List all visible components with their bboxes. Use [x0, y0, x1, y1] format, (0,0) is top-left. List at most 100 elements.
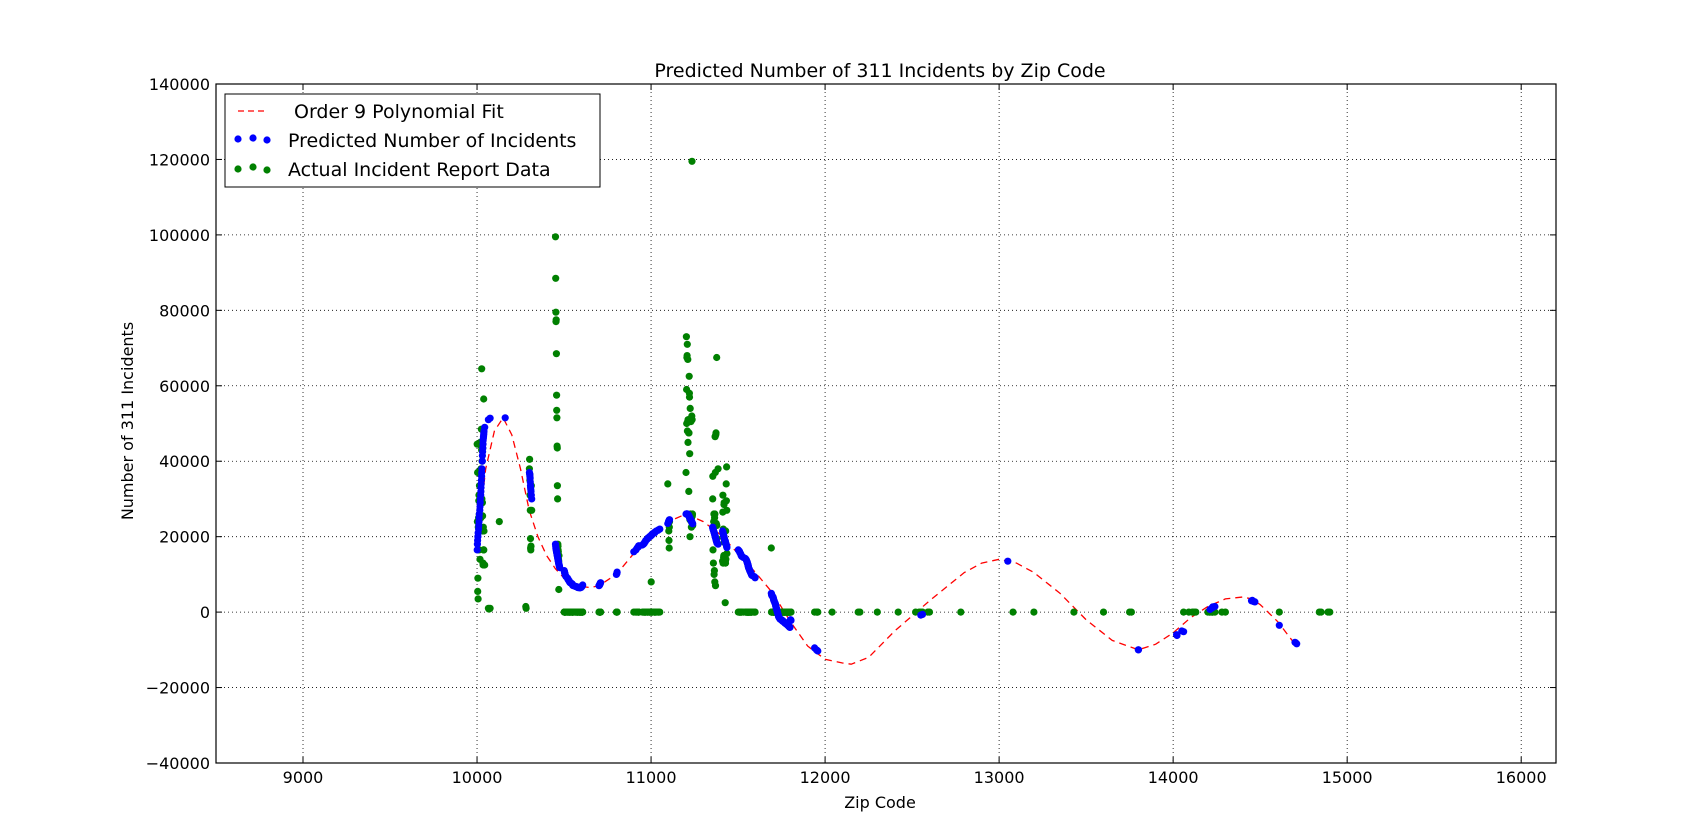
y-axis-label: Number of 311 Incidents [118, 322, 137, 520]
actual-data-point [553, 482, 562, 490]
legend-label-actual: Actual Incident Report Data [288, 159, 551, 181]
actual-data-point [828, 608, 836, 616]
y-tick-label: 20000 [159, 528, 210, 547]
actual-data-point [597, 608, 605, 616]
actual-data-point [553, 414, 561, 422]
actual-data-point [856, 608, 864, 616]
actual-data-point [894, 608, 902, 616]
actual-data-point [688, 157, 696, 165]
predicted-data-point [1134, 646, 1143, 654]
predicted-data-point [1173, 631, 1181, 640]
actual-data-point [478, 365, 486, 373]
predicted-data-point [787, 616, 795, 625]
actual-data-point [685, 487, 693, 495]
actual-data-point [551, 233, 560, 241]
actual-data-point [722, 480, 730, 488]
x-axis-ticks: 9000 10000 11000 12000 13000 14000 15000 16000 [283, 84, 1547, 787]
actual-data-point [474, 574, 482, 582]
actual-data-point [751, 608, 759, 616]
actual-data-point [1009, 608, 1017, 616]
fit-series [476, 416, 1299, 665]
predicted-data-point [751, 574, 759, 582]
predicted-data-point [579, 581, 587, 589]
predicted-data-point [918, 610, 927, 619]
actual-data-point [685, 393, 694, 401]
actual-data-point [714, 465, 722, 473]
predicted-data-point [714, 540, 722, 548]
y-tick-label: 100000 [149, 226, 210, 245]
predicted-data-point [473, 546, 481, 554]
actual-data-point [722, 497, 731, 505]
legend-actual-swatch-dot [234, 165, 242, 173]
actual-data-point [686, 450, 694, 458]
actual-data-point [719, 491, 727, 499]
actual-data-point [685, 429, 693, 437]
actual-data-point [684, 438, 692, 446]
legend-box [224, 93, 601, 188]
actual-data-point [495, 518, 503, 526]
actual-data-point [686, 533, 694, 541]
actual-data-point [481, 561, 489, 569]
x-tick-label: 14000 [1148, 768, 1199, 787]
actual-data-point [683, 340, 691, 348]
actual-data-point [684, 355, 692, 363]
actual-data-point [711, 582, 720, 590]
actual-data-point [480, 527, 488, 535]
y-tick-label: −40000 [146, 754, 210, 773]
plot-frame [215, 83, 1557, 764]
legend: Order 9 Polynomial Fit Predicted Number … [224, 93, 601, 188]
y-tick-label: −20000 [146, 679, 210, 698]
actual-data-point [474, 595, 482, 603]
y-tick-label: 0 [200, 603, 210, 622]
actual-data-point [767, 544, 775, 552]
actual-data-point [711, 510, 719, 518]
x-tick-label: 13000 [974, 768, 1025, 787]
predicted-data-point [786, 623, 794, 632]
predicted-data-point [1180, 628, 1188, 636]
actual-data-point [526, 535, 535, 543]
actual-data-point [721, 599, 729, 607]
actual-data-point [682, 468, 690, 477]
y-tick-label: 140000 [149, 75, 210, 94]
legend-predicted-swatch-dot [234, 135, 242, 143]
predicted-data-point [501, 414, 509, 422]
predicted-data-point [689, 520, 697, 528]
y-tick-label: 120000 [149, 150, 210, 169]
actual-data-point [925, 608, 934, 616]
actual-data-point [554, 495, 562, 503]
actual-data-point [553, 406, 561, 414]
actual-data-point [665, 544, 673, 552]
actual-data-point [682, 333, 691, 341]
actual-data-point [552, 308, 560, 316]
actual-data-point [486, 604, 494, 612]
predicted-data-point [665, 516, 674, 524]
axes-frame [215, 83, 1557, 764]
actual-data-point [552, 350, 561, 358]
actual-data-point [1180, 608, 1188, 616]
x-axis-label: Zip Code [844, 793, 916, 812]
legend-actual-swatch-dot [249, 163, 257, 171]
actual-data-point [1275, 608, 1283, 616]
actual-data-point [709, 495, 717, 503]
actual-data-point [710, 567, 719, 575]
x-tick-label: 16000 [1496, 768, 1547, 787]
chart-title: Predicted Number of 311 Incidents by Zip… [654, 60, 1105, 82]
actual-data-point [814, 608, 822, 616]
actual-data-point [957, 608, 965, 616]
actual-data-point [552, 316, 560, 324]
actual-data-point [1127, 608, 1135, 616]
actual-data-point [722, 555, 730, 563]
actual-data-point [1030, 608, 1038, 616]
predicted-data-point [1275, 621, 1283, 629]
predicted-data-point [613, 568, 621, 576]
actual-data-point [528, 506, 536, 514]
actual-data-point [1317, 608, 1325, 616]
actual-data-point [1326, 608, 1334, 616]
actual-data-point [555, 585, 563, 594]
actual-data-point [723, 506, 731, 514]
predicted-data-point [486, 414, 494, 422]
actual-data-point [480, 395, 488, 403]
actual-data-point [1070, 608, 1078, 616]
actual-data-point [664, 480, 672, 488]
